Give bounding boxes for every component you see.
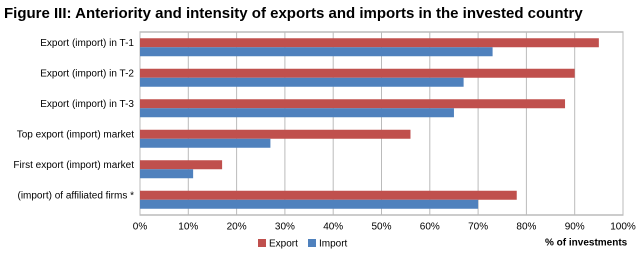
x-tick-label: 0% [133, 222, 148, 233]
bar [140, 199, 479, 209]
x-axis-label: % of investments [545, 238, 628, 249]
x-tick-label: 30% [275, 222, 295, 233]
bar [140, 138, 271, 148]
legend-label: Export [269, 239, 298, 250]
bar [140, 108, 454, 118]
x-tick-label: 60% [420, 222, 440, 233]
x-tick-label: 20% [227, 222, 247, 233]
y-tick-label: Export (import) in T-3 [40, 99, 134, 110]
x-tick-label: 80% [516, 222, 536, 233]
bar [140, 160, 223, 170]
x-tick-label: 40% [323, 222, 343, 233]
y-tick-label: Top export (import) market [17, 129, 134, 140]
x-tick-label: 50% [371, 222, 391, 233]
bar [140, 99, 566, 109]
y-tick-label: First export (import) market [13, 160, 134, 171]
y-tick-label: Export (import) in T-1 [40, 38, 134, 49]
legend-swatch [258, 239, 266, 247]
y-tick-label: (import) of affiliated firms * [17, 190, 134, 201]
bar [140, 47, 493, 57]
y-tick-label: Export (import) in T-2 [40, 68, 134, 79]
x-tick-label: 100% [610, 222, 636, 233]
bar [140, 77, 464, 87]
bar [140, 68, 575, 78]
x-tick-label: 10% [178, 222, 198, 233]
chart-title: Figure III: Anteriority and intensity of… [4, 5, 583, 22]
bar [140, 38, 599, 48]
bar [140, 190, 517, 200]
x-tick-label: 70% [468, 222, 488, 233]
bar [140, 129, 411, 139]
legend-label: Import [319, 239, 348, 250]
legend-swatch [308, 239, 316, 247]
bar [140, 169, 194, 179]
x-tick-label: 90% [565, 222, 585, 233]
